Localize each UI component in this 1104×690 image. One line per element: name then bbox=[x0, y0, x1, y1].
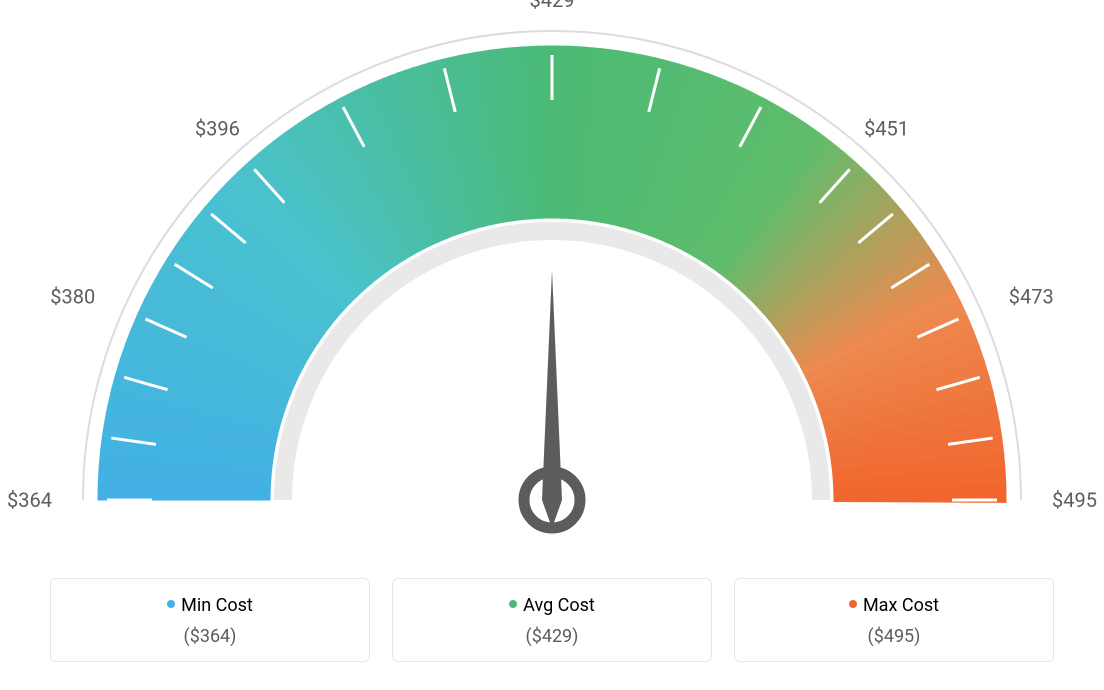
legend-label: Max Cost bbox=[745, 595, 1043, 616]
svg-text:$380: $380 bbox=[50, 285, 95, 309]
svg-text:$473: $473 bbox=[1009, 285, 1054, 309]
legend-dot-min bbox=[167, 600, 175, 608]
legend-label: Avg Cost bbox=[403, 595, 701, 616]
legend-row: Min Cost ($364) Avg Cost ($429) Max Cost… bbox=[50, 578, 1054, 662]
svg-text:$495: $495 bbox=[1052, 488, 1097, 512]
svg-text:$396: $396 bbox=[195, 116, 240, 140]
legend-card-avg: Avg Cost ($429) bbox=[392, 578, 712, 662]
legend-card-min: Min Cost ($364) bbox=[50, 578, 370, 662]
legend-value: ($364) bbox=[61, 626, 359, 647]
legend-value: ($495) bbox=[745, 626, 1043, 647]
legend-dot-avg bbox=[509, 600, 517, 608]
legend-card-max: Max Cost ($495) bbox=[734, 578, 1054, 662]
legend-value: ($429) bbox=[403, 626, 701, 647]
legend-label-text: Min Cost bbox=[181, 595, 253, 616]
legend-label-text: Max Cost bbox=[863, 595, 939, 616]
gauge-svg: $364 $380 $396 $429 $451 $473 $495 bbox=[0, 0, 1104, 560]
legend-dot-max bbox=[849, 600, 857, 608]
cost-gauge-chart: $364 $380 $396 $429 $451 $473 $495 bbox=[0, 0, 1104, 560]
svg-text:$364: $364 bbox=[7, 488, 52, 512]
svg-text:$451: $451 bbox=[864, 116, 909, 140]
svg-text:$429: $429 bbox=[530, 0, 575, 12]
legend-label: Min Cost bbox=[61, 595, 359, 616]
legend-label-text: Avg Cost bbox=[523, 595, 595, 616]
